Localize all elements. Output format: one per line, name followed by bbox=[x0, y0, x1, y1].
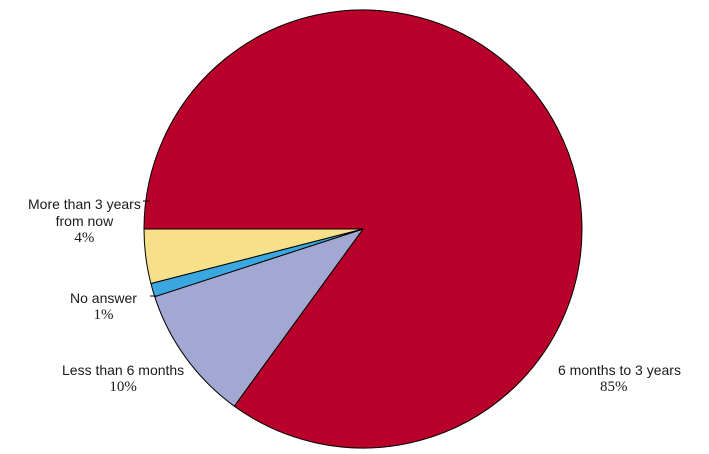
slice-label-less-than-6-months: Less than 6 months 10% bbox=[62, 362, 185, 395]
slice-label-no-answer: No answer 1% bbox=[70, 290, 137, 323]
pie-slice-less-than-6-months bbox=[154, 228, 364, 407]
pie-slice-more-than-3-years-from-now bbox=[143, 228, 364, 284]
slice-label-6-months-to-3-years: 6 months to 3 years 85% bbox=[558, 362, 681, 395]
slice-label-more-than-3-years: More than 3 years from now 4% bbox=[28, 196, 141, 246]
